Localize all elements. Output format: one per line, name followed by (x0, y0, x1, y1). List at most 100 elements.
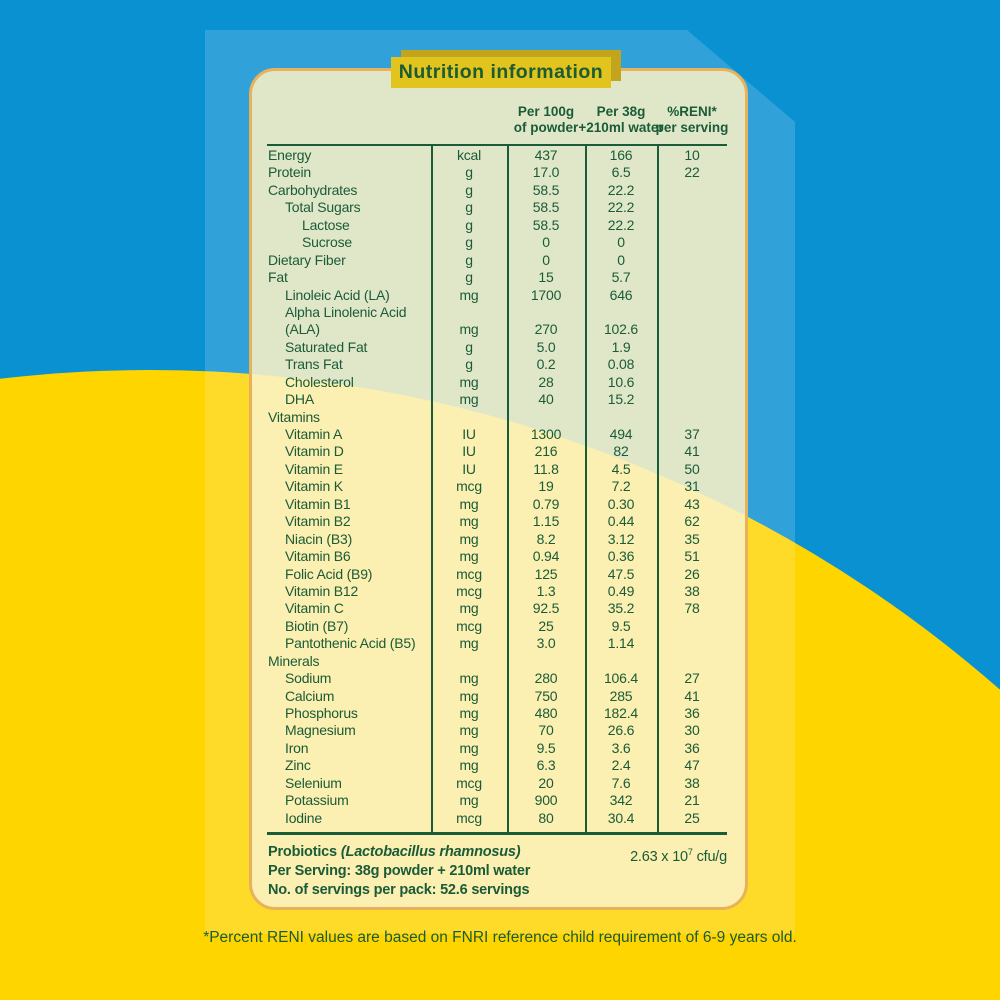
unit-cell (431, 409, 507, 426)
reni-cell (657, 234, 727, 251)
table-row: Vitamin D IU 216 82 41 (268, 443, 727, 460)
per-38g-cell: 166 (609, 147, 633, 163)
per-100g-cell: 19 (538, 478, 554, 495)
reni-cell: 25 (684, 809, 700, 826)
table-divider-1 (431, 146, 433, 832)
table-row: Trans Fat g 0.2 0.08 (268, 356, 727, 373)
per-38g-cell: 0.49 (607, 582, 635, 599)
servings-per-pack-line: No. of servings per pack: 52.6 servings (268, 882, 530, 898)
nutrient-name: Dietary Fiber (268, 251, 346, 268)
unit-cell: mg (459, 739, 479, 756)
per-38g-cell: 2.4 (611, 757, 631, 774)
per-100g-cell: 58.5 (532, 181, 560, 198)
nutrition-panel (249, 68, 748, 910)
per-100g-cell: 0 (542, 251, 550, 268)
table-row: Saturated Fat g 5.0 1.9 (268, 339, 727, 356)
reni-cell: 30 (684, 722, 700, 739)
per-38g-cell: 10.6 (607, 373, 635, 390)
per-100g-cell: 0.2 (536, 356, 556, 373)
reni-cell: 21 (684, 792, 700, 809)
per-100g-cell: 280 (534, 670, 558, 687)
reni-cell: 37 (684, 426, 700, 443)
unit-cell: g (465, 234, 473, 251)
reni-cell (657, 635, 727, 652)
per-38g-cell: 22.2 (607, 216, 635, 233)
nutrient-name: Vitamin C (285, 600, 344, 617)
nutrient-name: Niacin (B3) (285, 530, 353, 547)
per-38g-cell: 3.12 (607, 530, 635, 547)
reni-cell: 27 (684, 670, 700, 687)
nutrient-name: Trans Fat (285, 356, 343, 373)
unit-cell: mcg (456, 774, 482, 791)
unit-cell: g (465, 181, 473, 198)
nutrient-name: Cholesterol (285, 373, 354, 390)
table-row: Zinc mg 6.3 2.4 47 (268, 757, 727, 774)
probiotics-label: Probiotics (268, 844, 337, 860)
per-serving-line: Per Serving: 38g powder + 210ml water (268, 863, 531, 879)
nutrition-table: Energy kcal 437 166 10 Protein g 17.0 6.5 22 Carbo… (268, 147, 727, 827)
nutrient-name: Iodine (285, 809, 322, 826)
reni-cell (657, 339, 727, 356)
per-38g-cell: 342 (609, 792, 633, 809)
reni-cell: 78 (684, 600, 700, 617)
reni-cell: 43 (684, 495, 700, 512)
table-row: Vitamin E IU 11.8 4.5 50 (268, 461, 727, 478)
nutrient-name: Vitamin B1 (285, 495, 351, 512)
reni-cell: 10 (684, 147, 700, 163)
per-100g-cell: 58.5 (532, 216, 560, 233)
reni-cell (657, 182, 727, 199)
per-38g-cell: 0.30 (607, 495, 635, 512)
reni-cell: 35 (684, 530, 700, 547)
table-row: Biotin (B7) mcg 25 9.5 (268, 618, 727, 635)
per-100g-cell: 125 (534, 565, 558, 582)
unit-cell: mg (459, 722, 479, 739)
unit-cell: mg (459, 757, 479, 774)
reni-cell (657, 252, 727, 269)
table-row: Vitamin K mcg 19 7.2 31 (268, 478, 727, 495)
unit-cell: mcg (456, 478, 482, 495)
nutrient-name: Potassium (285, 792, 349, 809)
probiotics-species: (Lactobacillus rhamnosus) (340, 844, 521, 860)
per-38g-cell: 5.7 (611, 269, 631, 286)
unit-cell: g (465, 251, 473, 268)
per-100g-cell (507, 409, 585, 426)
table-row: Lactose g 58.5 22.2 (268, 217, 727, 234)
per-100g-cell: 58.5 (532, 199, 560, 216)
unit-cell: mg (459, 321, 479, 338)
nutrient-name: Biotin (B7) (285, 617, 349, 634)
section-row: Minerals (268, 653, 727, 670)
table-row: Iodine mcg 80 30.4 25 (268, 810, 727, 827)
nutrient-name: Vitamin B12 (285, 582, 359, 599)
reni-cell: 62 (684, 513, 700, 530)
per-38g-cell: 30.4 (607, 809, 635, 826)
reni-cell: 41 (684, 443, 700, 460)
unit-cell: mg (459, 495, 479, 512)
unit-cell: g (465, 269, 473, 286)
reni-cell (657, 653, 727, 670)
per-38g-cell: 0.36 (607, 548, 635, 565)
nutrient-name: Selenium (285, 774, 342, 791)
reni-cell: 26 (684, 565, 700, 582)
per-100g-cell: 5.0 (536, 338, 556, 355)
per-38g-cell: 82 (613, 443, 629, 460)
per-38g-cell: 47.5 (607, 565, 635, 582)
reni-footnote: *Percent RENI values are based on FNRI r… (203, 929, 797, 946)
reni-cell: 38 (684, 582, 700, 599)
nutrient-name: Saturated Fat (285, 338, 368, 355)
per-38g-cell: 1.9 (611, 338, 631, 355)
reni-cell: 41 (684, 687, 700, 704)
table-row: Folic Acid (B9) mcg 125 47.5 26 (268, 566, 727, 583)
unit-cell: mg (459, 635, 479, 652)
table-row: Protein g 17.0 6.5 22 (268, 164, 727, 181)
per-38g-cell: 7.6 (611, 774, 631, 791)
per-100g-cell: 437 (534, 147, 558, 163)
per-100g-cell: 270 (534, 321, 558, 338)
unit-cell: mg (459, 670, 479, 687)
unit-cell: g (465, 216, 473, 233)
per-100g-cell: 9.5 (536, 739, 556, 756)
per-100g-cell: 40 (538, 391, 554, 408)
table-row: Alpha Linolenic Acid (ALA) mg 270 102.6 (268, 304, 727, 339)
per-100g-cell: 3.0 (536, 635, 556, 652)
per-100g-cell: 1.15 (532, 513, 560, 530)
